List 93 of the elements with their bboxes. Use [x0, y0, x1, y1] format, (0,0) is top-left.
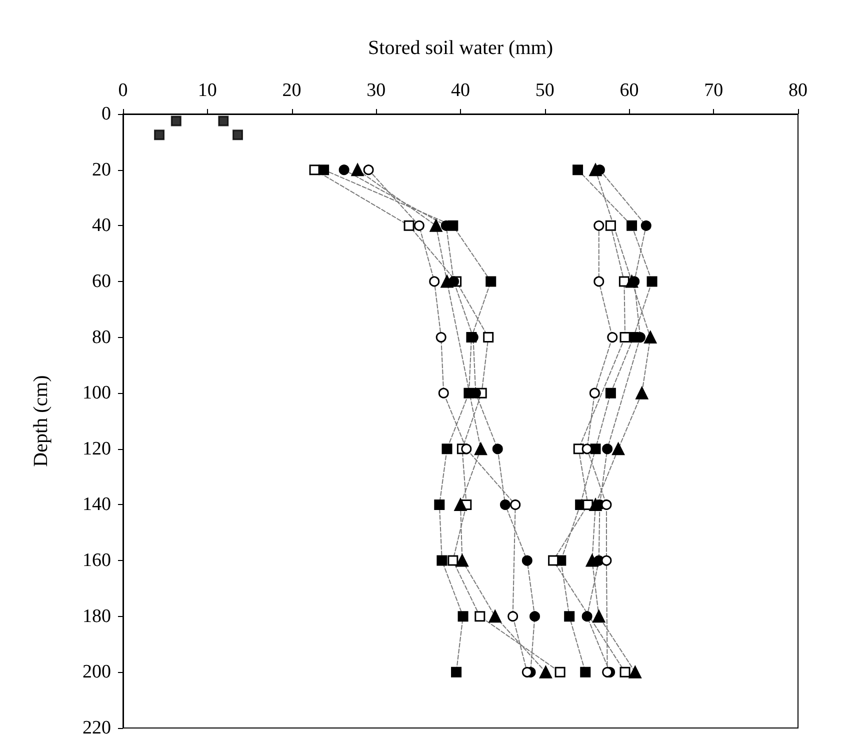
x-tick-label: 40: [451, 80, 470, 101]
x-tick-label: 0: [118, 80, 128, 101]
y-tick-label: 200: [82, 662, 111, 683]
point: [351, 164, 364, 176]
point: [458, 611, 468, 622]
point: [640, 220, 652, 231]
point: [589, 164, 602, 176]
point: [620, 666, 630, 678]
point: [429, 276, 440, 287]
point: [510, 499, 521, 510]
point: [154, 130, 165, 140]
point: [539, 666, 552, 678]
point: [442, 444, 452, 454]
y-tick-label: 140: [82, 494, 111, 516]
y-axis-title: Depth (cm): [30, 375, 52, 467]
point: [602, 444, 613, 454]
y-tick-label: 180: [82, 606, 111, 627]
x-tick-label: 70: [704, 80, 724, 101]
y-tick-label: 80: [92, 326, 111, 348]
point: [573, 444, 584, 454]
point: [454, 498, 467, 511]
point: [626, 275, 638, 288]
y-tick-label: 20: [92, 159, 111, 180]
point: [309, 164, 320, 176]
point: [461, 444, 472, 454]
x-tick-label: 50: [535, 80, 554, 101]
x-tick-label: 20: [282, 80, 302, 101]
point: [605, 388, 616, 398]
x-tick-label: 30: [366, 80, 386, 101]
point: [572, 164, 584, 176]
point: [218, 116, 229, 126]
x-tick-label: 80: [788, 80, 808, 101]
point: [492, 444, 503, 454]
point: [628, 666, 642, 678]
point: [607, 332, 618, 343]
point: [554, 666, 566, 678]
point: [486, 276, 496, 287]
point: [438, 388, 449, 398]
point: [448, 555, 458, 566]
point: [580, 666, 591, 678]
y-tick-label: 60: [92, 270, 111, 292]
point: [586, 554, 598, 567]
point: [636, 386, 648, 400]
point: [590, 444, 601, 454]
point: [589, 498, 602, 511]
x-tick-label: 60: [620, 80, 639, 101]
point: [404, 220, 414, 231]
point: [488, 610, 502, 623]
point: [522, 666, 532, 678]
point: [500, 499, 510, 510]
point: [430, 219, 442, 232]
point: [436, 332, 446, 343]
point: [605, 220, 616, 231]
point: [436, 555, 448, 566]
point: [474, 442, 487, 456]
point: [434, 499, 445, 510]
point: [414, 220, 424, 231]
point: [530, 611, 540, 622]
point: [612, 442, 625, 456]
point: [594, 276, 604, 287]
x-axis-title: Stored soil water (mm): [368, 37, 553, 59]
point: [522, 555, 532, 566]
point: [338, 164, 350, 176]
point: [626, 220, 638, 231]
point: [456, 554, 468, 567]
point: [582, 444, 592, 454]
y-tick-label: 0: [102, 104, 111, 124]
point: [620, 332, 630, 343]
y-tick-label: 160: [82, 550, 111, 572]
point: [508, 611, 518, 622]
point: [440, 275, 454, 288]
point: [589, 388, 600, 398]
point: [232, 130, 243, 140]
y-tick-label: 120: [82, 438, 111, 460]
point: [548, 555, 559, 566]
point: [483, 332, 494, 343]
point: [592, 610, 606, 623]
point: [582, 611, 592, 622]
y-tick-label: 220: [82, 718, 111, 738]
point: [601, 499, 612, 510]
point: [170, 116, 182, 126]
point: [594, 220, 604, 231]
point: [601, 555, 612, 566]
point: [363, 164, 374, 176]
point: [451, 666, 462, 678]
point: [644, 331, 657, 344]
x-tick-label: 10: [198, 80, 217, 101]
point: [564, 611, 575, 622]
point: [474, 611, 486, 622]
y-tick-label: 100: [82, 382, 111, 404]
point: [646, 276, 658, 287]
y-tick-label: 40: [92, 215, 111, 236]
point: [602, 666, 613, 678]
